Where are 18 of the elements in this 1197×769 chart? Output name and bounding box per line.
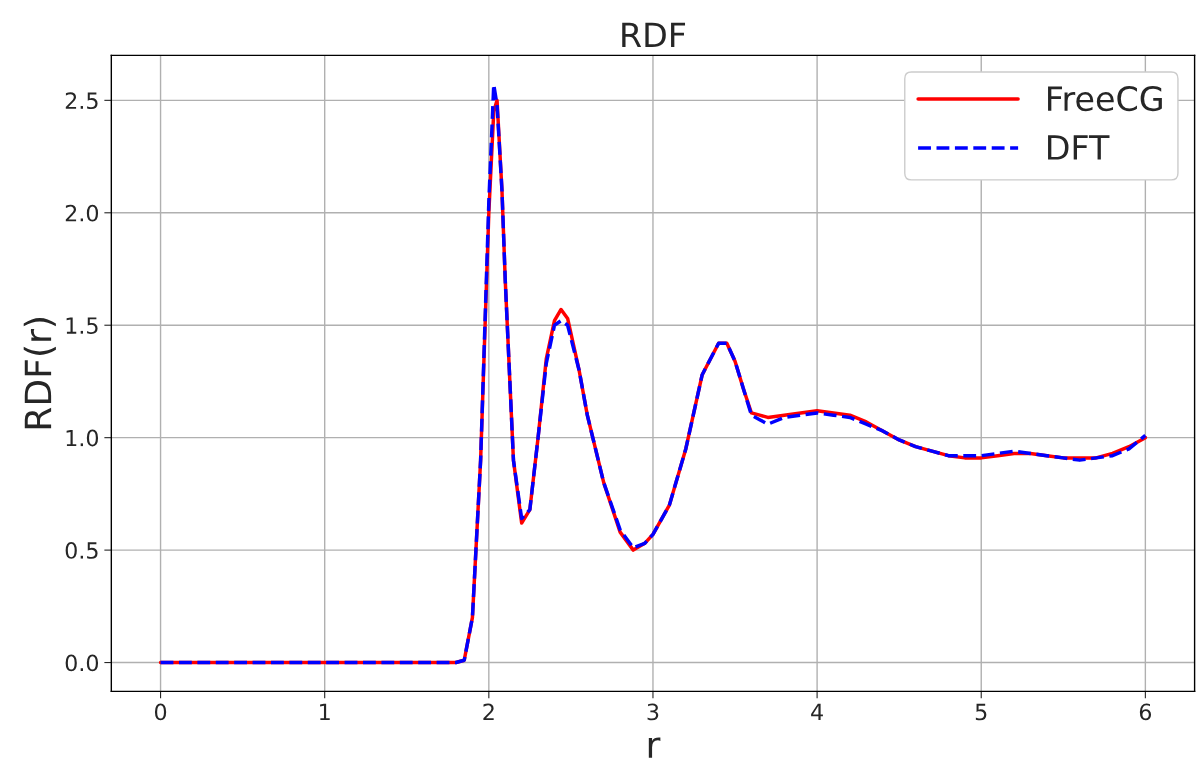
y-tick-label: 0.0 [65, 654, 99, 672]
x-tick-label: 3 [647, 703, 659, 721]
y-tick-label: 1.5 [66, 317, 98, 334]
y-tick-label: 0.5 [65, 542, 98, 559]
y-tick-label: 2.0 [65, 204, 99, 222]
legend-label: DFT [1048, 135, 1110, 160]
x-tick-label: 0 [154, 703, 167, 721]
x-tick-label: 5 [975, 703, 987, 721]
y-tick-label: 2.5 [65, 92, 98, 110]
y-tick-label: 1.0 [66, 429, 99, 447]
x-axis-title: r [648, 737, 661, 758]
y-axis-title: RDF(r) [23, 318, 56, 429]
x-tick-label: 4 [811, 703, 823, 721]
x-tick-label: 1 [320, 703, 330, 721]
x-tick-label: 2 [483, 703, 494, 721]
x-tick-label: 6 [1139, 703, 1152, 721]
chart-title: RDF [622, 22, 686, 48]
legend-label: FreeCG [1048, 85, 1162, 112]
